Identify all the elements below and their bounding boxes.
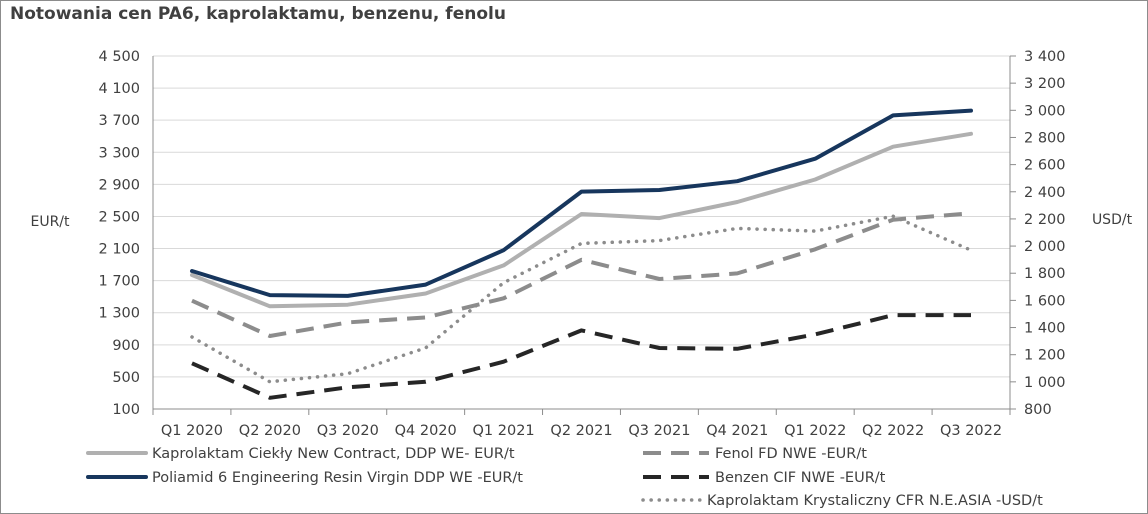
grid-lines [153, 55, 1010, 410]
x-tick-label: Q3 2022 [940, 423, 1002, 439]
y-tick-label: 900 [112, 338, 140, 354]
legend-label-4: Benzen CIF NWE -EUR/t [715, 470, 886, 486]
y-tick-label: 1 700 [98, 274, 140, 290]
series-line-5 [190, 214, 973, 384]
x-tick-label: Q4 2021 [706, 423, 768, 439]
y2-tick-label: 2 000 [1024, 239, 1066, 255]
legend-label-1: Kaprolaktam Ciekły New Contract, DDP WE-… [152, 446, 515, 462]
x-tick-label: Q2 2021 [550, 423, 612, 439]
y-tick-label: 4 100 [98, 81, 140, 97]
series-line-1 [190, 131, 973, 309]
y2-tick-label: 2 400 [1024, 185, 1066, 201]
y2-tick-label: 2 200 [1024, 212, 1066, 228]
y2-tick-label: 3 400 [1024, 49, 1066, 65]
y2-axis-label: USD/t [1092, 212, 1133, 228]
chart-title: Notowania cen PA6, kaprolaktamu, benzenu… [10, 4, 506, 24]
x-tick-label: Q2 2020 [239, 423, 301, 439]
y2-tick-label: 3 000 [1024, 103, 1066, 119]
series-lines [190, 108, 973, 400]
x-tick-label: Q3 2021 [628, 423, 690, 439]
series-line-4 [191, 313, 971, 400]
y2-tick-label: 3 200 [1024, 76, 1066, 92]
axes: 100 500 900 1 300 1 700 2 100 2 500 2 900 3 300 3… [30, 49, 1132, 439]
y-tick-label: 1 300 [98, 306, 140, 322]
legend-label-5: Kaprolaktam Krystaliczny CFR N.E.ASIA -U… [707, 493, 1043, 509]
y-tick-label: 4 500 [98, 49, 140, 65]
y-tick-label: 3 700 [98, 113, 140, 129]
x-tick-label: Q2 2022 [862, 423, 924, 439]
y-axis-label: EUR/t [30, 214, 70, 230]
x-tick-label: Q1 2020 [161, 423, 223, 439]
legend: Kaprolaktam Ciekły New Contract, DDP WE-… [86, 446, 1043, 509]
y2-tick-label: 2 600 [1024, 158, 1066, 174]
y2-tick-label: 1 200 [1024, 348, 1066, 364]
x-tick-label: Q1 2022 [784, 423, 846, 439]
y2-tick-label: 800 [1024, 402, 1052, 418]
y2-tick-label: 1 400 [1024, 321, 1066, 337]
y-tick-label: 500 [112, 370, 140, 386]
y-tick-label: 2 900 [98, 177, 140, 193]
series-line-2 [190, 108, 973, 298]
legend-label-2: Poliamid 6 Engineering Resin Virgin DDP … [152, 470, 523, 486]
y-tick-label: 3 300 [98, 145, 140, 161]
y2-tick-label: 1 600 [1024, 293, 1066, 309]
legend-label-3: Fenol FD NWE -EUR/t [715, 446, 867, 462]
y2-tick-label: 1 800 [1024, 266, 1066, 282]
y2-tick-label: 2 800 [1024, 130, 1066, 146]
y-tick-label: 2 500 [98, 209, 140, 225]
series-line-3 [191, 211, 972, 338]
x-tick-label: Q3 2020 [317, 423, 379, 439]
y2-tick-label: 1 000 [1024, 375, 1066, 391]
y-tick-label: 100 [112, 402, 140, 418]
x-tick-label: Q4 2020 [395, 423, 457, 439]
x-tick-label: Q1 2021 [473, 423, 535, 439]
y-tick-label: 2 100 [98, 242, 140, 258]
